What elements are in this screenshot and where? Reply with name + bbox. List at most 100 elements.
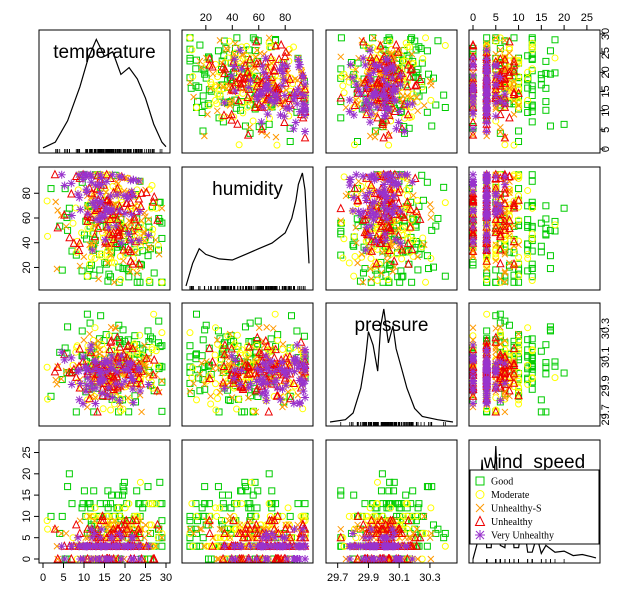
diagonal-title-humidity: humidity	[212, 179, 283, 200]
point-marker	[57, 348, 66, 357]
point-marker	[400, 123, 408, 131]
point-marker	[378, 117, 387, 127]
point-marker	[259, 68, 268, 77]
point-marker	[406, 43, 414, 51]
point-marker	[510, 222, 518, 230]
point-marker	[483, 263, 491, 271]
point-marker	[528, 247, 536, 255]
point-marker	[401, 114, 409, 122]
point-marker	[383, 95, 392, 104]
point-marker	[83, 396, 91, 404]
point-marker	[354, 84, 363, 93]
point-marker	[337, 217, 345, 225]
point-marker	[224, 46, 231, 54]
point-marker	[542, 215, 550, 223]
point-marker	[126, 268, 134, 275]
point-marker	[92, 364, 101, 373]
point-marker	[86, 319, 94, 327]
point-marker	[403, 81, 412, 91]
point-marker	[198, 352, 206, 360]
point-marker	[71, 372, 81, 381]
point-marker	[346, 60, 355, 69]
point-marker	[359, 278, 367, 286]
point-marker	[372, 174, 381, 183]
point-marker	[542, 224, 550, 232]
point-marker	[405, 72, 415, 81]
point-marker	[249, 117, 257, 125]
point-marker	[500, 188, 510, 197]
point-marker	[226, 397, 234, 405]
point-marker	[54, 206, 62, 214]
point-marker	[410, 80, 420, 90]
point-marker	[226, 102, 234, 109]
point-marker	[483, 40, 491, 48]
point-marker	[83, 235, 91, 243]
point-marker	[482, 389, 491, 398]
point-marker	[546, 122, 554, 130]
point-marker	[147, 333, 155, 341]
panel-temperature-vs-temperature: temperature	[38, 29, 171, 154]
point-marker	[423, 47, 431, 55]
panel-humidity-vs-wind_speed	[468, 166, 601, 291]
point-marker	[298, 380, 307, 389]
point-marker	[399, 99, 409, 108]
point-marker	[395, 170, 404, 179]
point-marker	[211, 324, 219, 332]
point-marker	[414, 253, 422, 261]
point-marker	[427, 214, 435, 221]
point-marker	[293, 341, 302, 350]
point-marker	[367, 246, 377, 255]
point-marker	[230, 62, 239, 71]
point-marker	[53, 222, 63, 232]
point-marker	[133, 346, 141, 354]
point-marker	[524, 247, 532, 255]
point-marker	[496, 201, 505, 210]
point-marker	[192, 65, 200, 73]
point-marker	[515, 138, 523, 146]
point-marker	[140, 500, 148, 508]
point-marker	[482, 55, 491, 64]
point-marker	[501, 317, 509, 325]
point-marker	[358, 215, 368, 224]
point-marker	[134, 258, 144, 268]
point-marker	[158, 278, 166, 286]
point-marker	[394, 118, 403, 127]
point-marker	[83, 209, 92, 218]
point-marker	[500, 183, 510, 193]
point-marker	[102, 203, 111, 212]
point-marker	[243, 67, 252, 76]
point-marker	[230, 374, 239, 383]
point-marker	[246, 123, 253, 131]
panel-frame	[181, 29, 314, 154]
point-marker	[129, 214, 139, 224]
point-marker	[500, 78, 510, 87]
point-marker	[278, 81, 287, 90]
point-marker	[345, 259, 353, 267]
point-marker	[119, 257, 127, 265]
point-marker	[231, 356, 240, 365]
point-marker	[492, 50, 500, 58]
point-marker	[515, 216, 523, 224]
point-marker	[408, 99, 417, 108]
point-marker	[201, 101, 209, 109]
point-marker	[352, 66, 360, 73]
point-marker	[405, 124, 413, 132]
point-marker	[94, 337, 102, 345]
point-marker	[252, 384, 262, 393]
point-marker	[510, 271, 518, 279]
point-marker	[149, 355, 159, 364]
point-marker	[546, 252, 554, 260]
point-marker	[80, 336, 88, 344]
point-marker	[269, 325, 277, 332]
panel-humidity-vs-temperature	[38, 166, 171, 291]
point-marker	[491, 172, 500, 181]
point-marker	[469, 39, 478, 49]
point-marker	[524, 96, 532, 104]
point-marker	[396, 71, 405, 80]
point-marker	[53, 362, 63, 371]
point-marker	[500, 132, 510, 142]
point-marker	[252, 91, 261, 100]
point-marker	[391, 235, 400, 244]
point-marker	[366, 211, 375, 220]
